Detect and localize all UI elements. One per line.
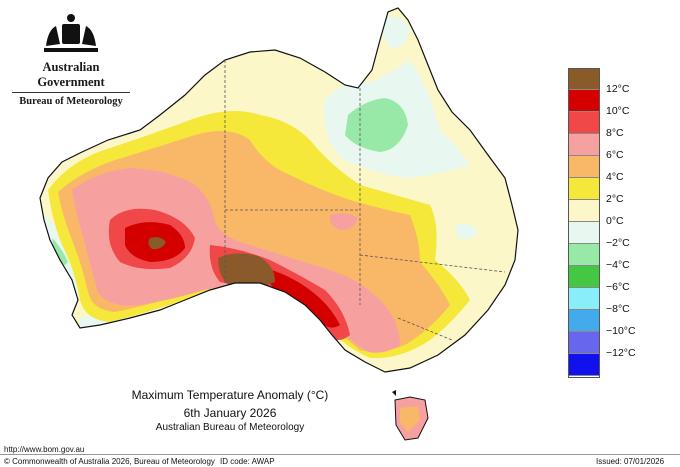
legend-swatch — [568, 222, 600, 244]
color-legend — [568, 68, 600, 376]
legend-swatch — [568, 178, 600, 200]
legend-swatch — [568, 90, 600, 112]
legend-label: 0°C — [606, 215, 624, 227]
copyright-text: © Commonwealth of Australia 2026, Bureau… — [4, 457, 215, 466]
legend-label: −6°C — [606, 281, 630, 293]
coat-of-arms-icon — [44, 14, 98, 52]
bureau-name: Bureau of Meteorology — [19, 96, 123, 107]
legend-label: −8°C — [606, 303, 630, 315]
bom-url-link[interactable]: http://www.bom.gov.au — [4, 445, 85, 454]
legend-label: 12°C — [606, 83, 630, 95]
legend-label: −2°C — [606, 237, 630, 249]
legend-label: −12°C — [606, 347, 636, 359]
state-borders — [224, 60, 506, 341]
legend-swatch — [568, 200, 600, 222]
legend-label: 8°C — [606, 127, 624, 139]
legend-swatch — [568, 288, 600, 310]
footer: © Commonwealth of Australia 2026, Bureau… — [0, 456, 680, 467]
legend-label: 2°C — [606, 193, 624, 205]
government-branding: Australian Government Bureau of Meteorol… — [12, 60, 130, 107]
map-title: Maximum Temperature Anomaly (°C) — [131, 388, 329, 402]
legend-swatch — [568, 266, 600, 288]
legend-label: −4°C — [606, 259, 630, 271]
issued-date: Issued: 07/01/2026 — [596, 457, 665, 466]
legend-label: 4°C — [606, 171, 624, 183]
legend-label: 10°C — [606, 105, 630, 117]
legend-swatch — [568, 112, 600, 134]
legend-swatch — [568, 134, 600, 156]
legend-label: 6°C — [606, 149, 624, 161]
legend-swatch — [568, 332, 600, 354]
anomaly-contours — [42, 16, 478, 359]
legend-swatch — [568, 68, 600, 90]
government-title: Australian Government — [12, 60, 130, 93]
legend-swatch — [568, 156, 600, 178]
map-date: 6th January 2026 — [183, 406, 277, 420]
footer-divider — [0, 454, 680, 455]
legend-swatch — [568, 354, 600, 376]
map-source: Australian Bureau of Meteorology — [155, 422, 305, 433]
id-code: ID code: AWAP — [220, 457, 275, 466]
legend-swatch — [568, 244, 600, 266]
legend-swatch — [568, 310, 600, 332]
legend-label: −10°C — [606, 325, 636, 337]
